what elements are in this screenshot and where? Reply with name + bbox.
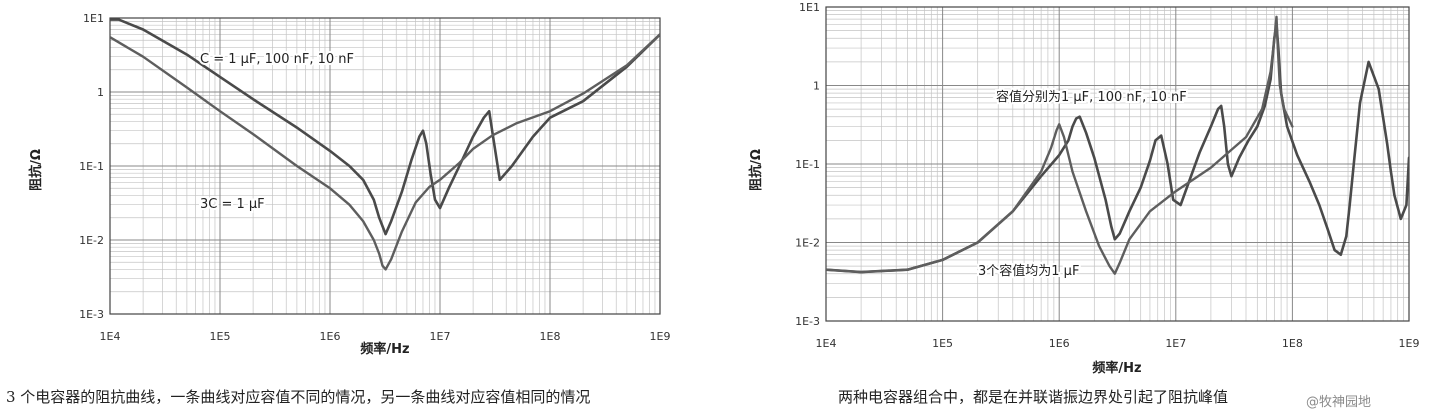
annotation-label: 3个容值均为1 μF xyxy=(978,263,1079,279)
y-tick-label: 1E-2 xyxy=(79,234,104,247)
series-line xyxy=(826,15,1294,275)
y-tick-label: 1E-2 xyxy=(795,237,820,250)
x-tick-label: 1E9 xyxy=(650,330,671,343)
x-axis-label: 频率/Hz xyxy=(360,341,409,357)
x-tick-label: 1E8 xyxy=(1282,337,1303,350)
x-tick-label: 1E5 xyxy=(932,337,953,350)
annotation-label: C = 1 μF, 100 nF, 10 nF xyxy=(200,52,354,67)
series-line xyxy=(826,23,1409,274)
y-axis-label: 阻抗/Ω xyxy=(28,149,44,191)
x-tick-label: 1E7 xyxy=(1165,337,1186,350)
x-tick-label: 1E4 xyxy=(816,337,837,350)
plot-frame xyxy=(109,17,661,315)
grid xyxy=(109,17,661,315)
caption-right: 两种电容器组合中，都是在并联谐振边界处引起了阻抗峰值 xyxy=(838,388,1229,406)
x-tick-label: 1E6 xyxy=(320,330,341,343)
x-tick-label: 1E7 xyxy=(430,330,451,343)
x-tick-label: 1E4 xyxy=(100,330,121,343)
watermark: @牧神园地 xyxy=(1306,395,1372,410)
chart-left: 1E4 1E5 1E6 1E7 1E8 1E9 1E1 1 1E-1 1E-2 1E-3 频率/Hz 阻… xyxy=(28,12,671,357)
y-tick-label: 1E-3 xyxy=(795,315,820,328)
y-tick-label: 1 xyxy=(813,80,820,93)
y-tick-label: 1E-1 xyxy=(79,160,104,173)
y-tick-label: 1E1 xyxy=(83,12,104,25)
annotation-label: 3C = 1 μF xyxy=(200,197,265,212)
y-tick-label: 1E-3 xyxy=(79,308,104,321)
x-tick-label: 1E6 xyxy=(1049,337,1070,350)
y-tick-label: 1E-1 xyxy=(795,158,820,171)
x-tick-label: 1E9 xyxy=(1399,337,1420,350)
series-line xyxy=(110,33,660,271)
x-axis-label: 频率/Hz xyxy=(1092,360,1141,376)
chart-right: 1E4 1E5 1E6 1E7 1E8 1E9 1E1 1 1E-1 1E-2 1E-3 频率/Hz 阻… xyxy=(748,1,1420,376)
caption-left: 3 个电容器的阻抗曲线，一条曲线对应容值不同的情况，另一条曲线对应容值相同的情况 xyxy=(6,388,591,406)
y-tick-label: 1E1 xyxy=(799,1,820,14)
x-tick-label: 1E5 xyxy=(210,330,231,343)
annotation-label: 容值分别为1 μF, 100 nF, 10 nF xyxy=(996,89,1187,105)
x-tick-label: 1E8 xyxy=(540,330,561,343)
series-line xyxy=(110,18,660,236)
y-tick-label: 1 xyxy=(97,86,104,99)
y-axis-label: 阻抗/Ω xyxy=(748,149,764,191)
